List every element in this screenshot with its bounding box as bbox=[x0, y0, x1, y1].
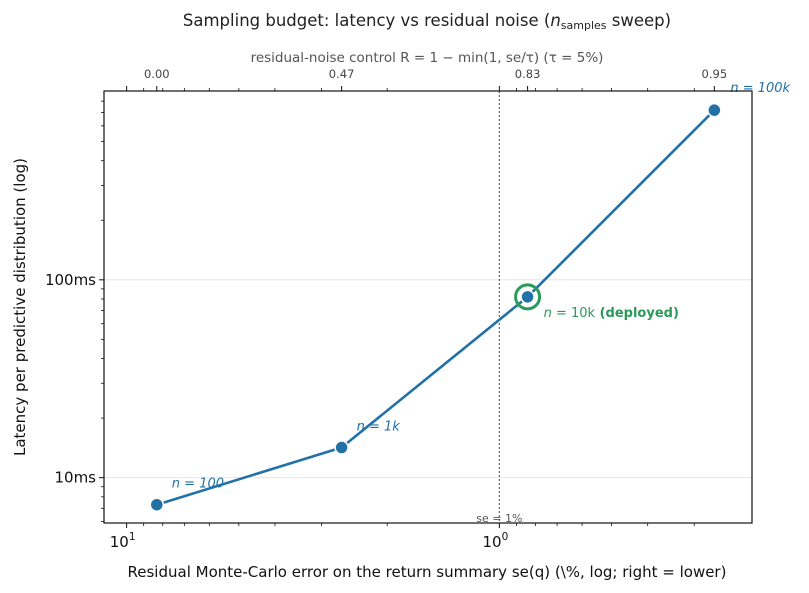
reference-line-group: se = 1% bbox=[476, 91, 522, 525]
top-axis-label: residual-noise control R = 1 − min(1, se… bbox=[251, 50, 604, 66]
data-point bbox=[334, 440, 349, 455]
data-point bbox=[707, 102, 722, 118]
point-label: n = 100 bbox=[172, 477, 224, 492]
point-label: n = 100k bbox=[730, 81, 790, 96]
deployed-marker-ring bbox=[514, 283, 542, 311]
y-axis-label: Latency per predictive distribution (log… bbox=[11, 158, 29, 456]
axis-ticks: 10ms 100ms 101 100 0.00 0.47 0.83 0.95 bbox=[45, 67, 727, 551]
point-label: n = 10k (deployed) bbox=[544, 306, 679, 321]
top-tick-label: 0.83 bbox=[515, 67, 541, 81]
series-group: n = 100 n = 1k n = 10k (deployed) n = 100k bbox=[149, 81, 791, 512]
plot-frame bbox=[103, 90, 753, 524]
reference-line-label: se = 1% bbox=[476, 512, 522, 525]
series-line bbox=[156, 109, 716, 506]
data-point bbox=[149, 497, 165, 512]
chart-title: Sampling budget: latency vs residual noi… bbox=[183, 11, 671, 32]
top-tick-label: 0.47 bbox=[329, 67, 355, 81]
x-axis-label: Residual Monte-Carlo error on the return… bbox=[128, 563, 727, 581]
top-tick-label: 0.00 bbox=[144, 67, 170, 81]
y-tick-label: 100ms bbox=[45, 271, 96, 289]
x-tick-label: 100 bbox=[482, 531, 508, 551]
top-tick-label: 0.95 bbox=[702, 67, 728, 81]
grid-lines bbox=[104, 279, 752, 479]
point-label: n = 1k bbox=[357, 420, 401, 435]
y-tick-label: 10ms bbox=[54, 469, 96, 487]
data-point bbox=[520, 289, 535, 305]
x-tick-label: 101 bbox=[110, 531, 136, 551]
